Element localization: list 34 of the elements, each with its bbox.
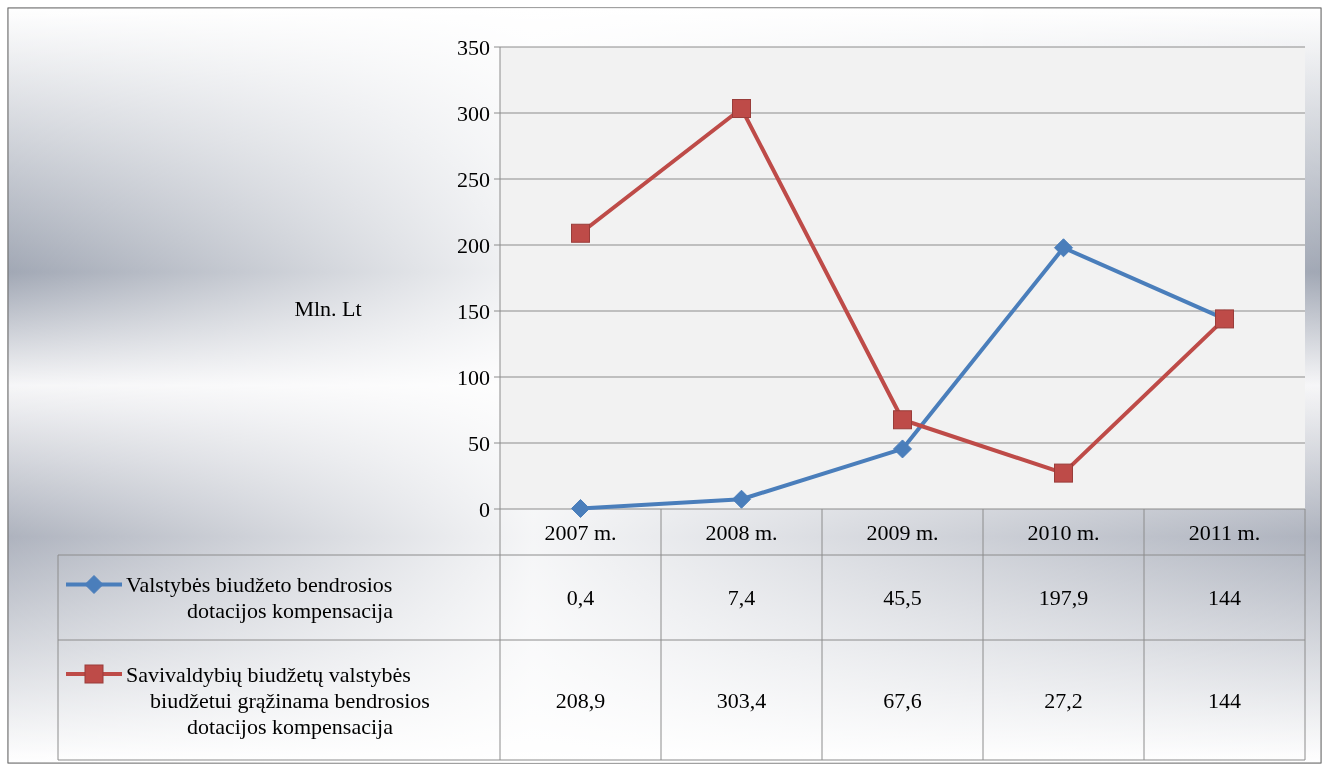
x-tick-label: 2007 m. — [544, 519, 617, 545]
y-tick-label: 350 — [457, 34, 490, 60]
data-label: 144 — [1208, 687, 1241, 713]
x-tick-label: 2008 m. — [705, 519, 778, 545]
legend-label: Valstybės biudžeto bendrosios dotacijos kompensacija — [126, 572, 394, 624]
data-label: 197,9 — [1038, 585, 1089, 611]
point — [893, 410, 912, 430]
y-tick-label: 250 — [457, 166, 490, 192]
y-axis-title: Mln. Lt — [294, 295, 362, 321]
point — [893, 439, 912, 459]
x-tick-label: 2011 m. — [1188, 519, 1261, 545]
point — [571, 223, 590, 243]
data-label: 0,4 — [566, 585, 595, 611]
point — [1054, 238, 1073, 258]
data-label: 144 — [1208, 585, 1241, 611]
data-label: 208,9 — [555, 687, 606, 713]
point — [1054, 463, 1073, 483]
y-tick-label: 150 — [457, 298, 490, 324]
data-label: 303,4 — [716, 687, 767, 713]
legend-label: Savivaldybių biudžetų valstybės biudžetui grąžinama bendrosios dotacijos kompensacija — [126, 661, 430, 739]
data-label: 27,2 — [1044, 687, 1083, 713]
point — [571, 498, 590, 518]
y-tick-label: 100 — [457, 364, 490, 390]
y-tick-label: 50 — [468, 430, 490, 456]
x-tick-label: 2010 m. — [1027, 519, 1100, 545]
point — [732, 489, 751, 509]
x-tick-label: 2009 m. — [866, 519, 939, 545]
y-tick-label: 0 — [479, 496, 490, 522]
data-label: 45,5 — [883, 585, 922, 611]
point — [732, 99, 751, 119]
y-tick-label: 200 — [457, 232, 490, 258]
data-label: 7,4 — [727, 585, 756, 611]
y-tick-label: 300 — [457, 100, 490, 126]
data-label: 67,6 — [883, 687, 922, 713]
